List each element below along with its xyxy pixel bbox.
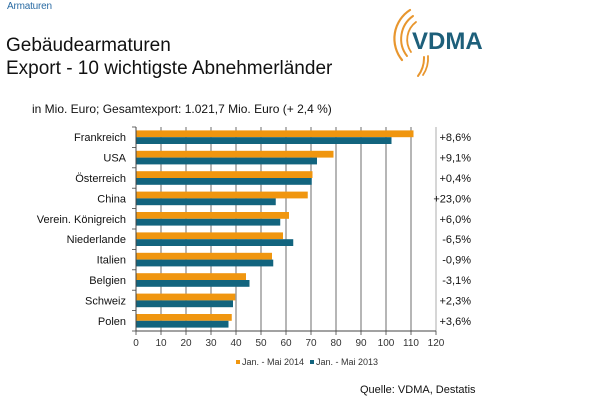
bar-2013 (136, 218, 281, 226)
x-tick-label: 70 (305, 338, 317, 349)
change-annotation: -0,9% (442, 255, 471, 267)
bar-2014 (136, 130, 414, 138)
x-tick-label: 30 (205, 338, 217, 349)
category-label: Frankreich (74, 132, 126, 144)
category-label: USA (103, 153, 126, 165)
breadcrumb[interactable]: Armaturen (7, 1, 52, 12)
x-tick-label: 50 (255, 338, 267, 349)
bar-2013 (136, 280, 250, 287)
legend-swatch (310, 360, 314, 364)
legend-label: Jan. - Mai 2014 (242, 357, 304, 367)
title-line-2: Export - 10 wichtigste Abnehmerländer (6, 58, 333, 79)
bar-2014 (136, 252, 272, 260)
logo-text: VDMA (412, 28, 483, 55)
legend-swatch (236, 360, 240, 364)
change-annotation: +0,4% (440, 173, 472, 185)
category-label: Italien (97, 255, 126, 267)
x-tick-label: 0 (133, 338, 139, 349)
change-annotation: +8,6% (440, 132, 472, 144)
category-label: Schweiz (85, 295, 126, 307)
vdma-logo: VDMA (393, 8, 483, 77)
bar-2013 (136, 178, 312, 185)
bar-2014 (136, 314, 232, 321)
change-annotation: +2,3% (440, 295, 472, 307)
x-tick-label: 90 (355, 338, 367, 349)
chart-subtitle: in Mio. Euro; Gesamtexport: 1.021,7 Mio.… (32, 102, 332, 116)
bar-2013 (136, 320, 229, 328)
change-annotation: +3,6% (440, 316, 472, 328)
bar-2013 (136, 137, 392, 144)
x-tick-label: 110 (403, 338, 419, 349)
category-label: Belgien (89, 275, 126, 287)
bar-2014 (136, 212, 289, 219)
bar-2013 (136, 157, 317, 165)
x-tick-label: 80 (330, 338, 342, 349)
x-tick-label: 60 (280, 338, 292, 349)
x-tick-label: 120 (428, 338, 445, 349)
change-annotation: +9,1% (440, 153, 472, 165)
bar-2014 (136, 171, 313, 178)
category-label: Österreich (75, 173, 126, 185)
logo-arcs-icon (393, 8, 429, 77)
category-label: China (97, 193, 127, 205)
x-tick-label: 20 (180, 338, 192, 349)
change-annotation: +23,0% (433, 193, 471, 205)
page-title: Gebäudearmaturen Export - 10 wichtigste … (6, 34, 332, 80)
source-note: Quelle: VDMA, Destatis (360, 384, 476, 396)
x-tick-label: 10 (155, 338, 167, 349)
title-line-1: Gebäudearmaturen (6, 35, 171, 56)
bar-2014 (136, 293, 236, 301)
bar-2013 (136, 259, 274, 267)
bar-2014 (136, 191, 308, 199)
change-annotation: -3,1% (442, 275, 471, 287)
bar-2014 (136, 150, 334, 158)
bar-2014 (136, 273, 246, 280)
x-tick-label: 100 (378, 338, 395, 349)
bar-2013 (136, 300, 233, 308)
category-label: Polen (98, 316, 126, 328)
category-label: Niederlande (67, 234, 126, 246)
bar-2013 (136, 239, 294, 246)
x-tick-label: 40 (230, 338, 242, 349)
bar-2014 (136, 232, 283, 240)
change-annotation: -6,5% (442, 234, 471, 246)
bar-2013 (136, 198, 276, 206)
change-annotation: +6,0% (440, 214, 472, 226)
legend-label: Jan. - Mai 2013 (316, 357, 378, 367)
category-label: Verein. Königreich (37, 214, 126, 226)
